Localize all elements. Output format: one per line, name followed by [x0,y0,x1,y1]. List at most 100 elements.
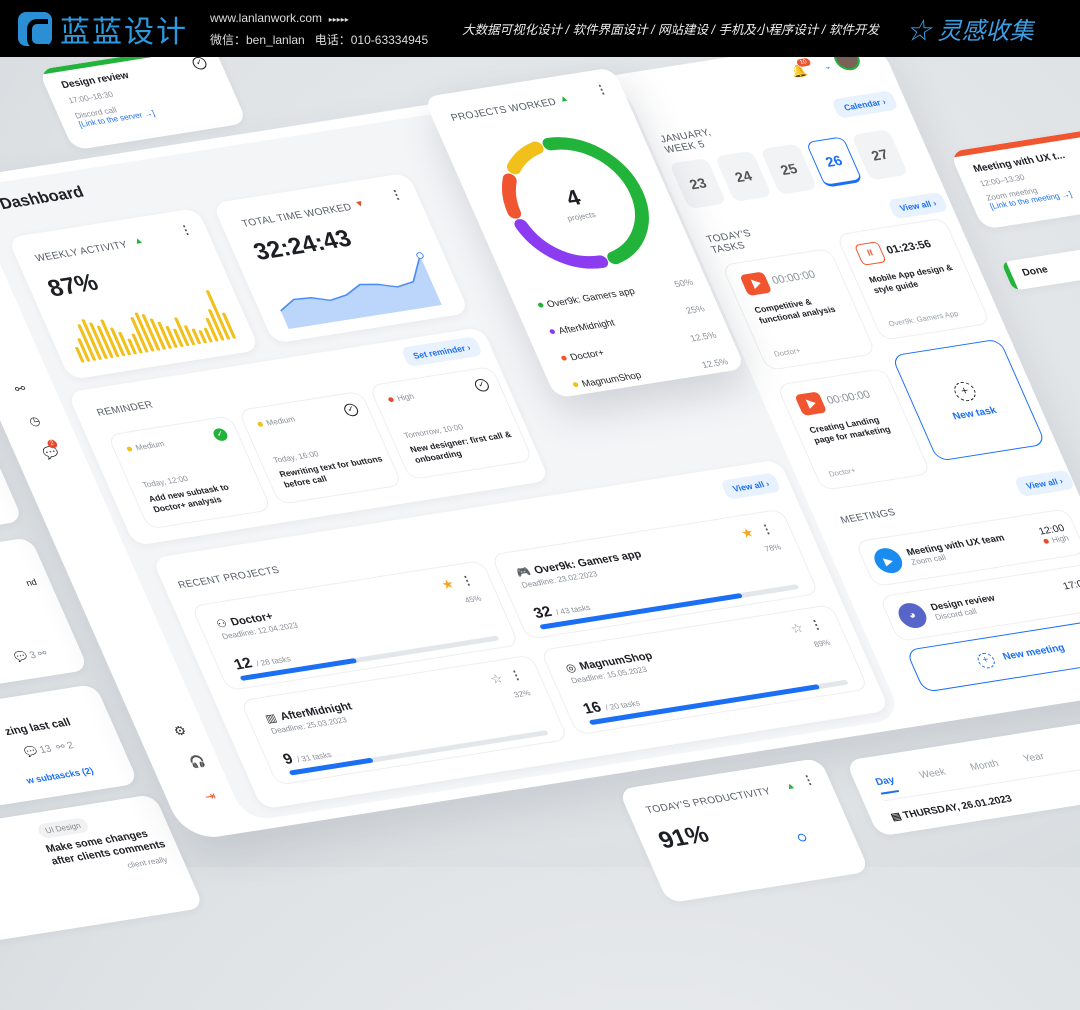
task-project: Over9k: Gamers App [886,308,960,329]
comment-icon: 💬 [12,651,30,664]
logo-mark-icon [18,11,52,49]
task-timer: 01:23:56 [884,238,934,257]
activity-bar [100,319,120,358]
tab-month[interactable]: Month [968,758,1001,774]
legend-name: MagnumShop [580,369,644,390]
activity-bar [184,325,196,346]
legend-pct: 25% [684,303,707,316]
activity-bar [110,327,126,357]
star-logo-icon: ☆ [906,18,931,45]
trend-up-icon: ▲ [131,235,145,246]
view-all-projects-button[interactable]: View all › [720,472,782,500]
tab-day[interactable]: Day [873,774,900,795]
project-percent: 89% [812,637,833,649]
activity-bar [89,322,108,359]
activity-bar [127,338,137,355]
kanban-card[interactable]: UI Design Make some changes after client… [0,794,205,946]
area-end-point [416,252,424,259]
activity-bar [97,325,114,359]
activity-bar [165,325,178,348]
weekly-activity-card: WEEKLY ACTIVITY ▲ ⋮ 87% [7,207,260,380]
tasks-total: / 28 tasks [254,654,293,669]
trend-down-icon: ▼ [353,198,367,209]
activity-bar [81,319,102,360]
website-link[interactable]: www.lanlanwork.com [210,10,323,25]
projects-donut-chart [501,137,649,269]
more-menu-icon[interactable]: ⋮ [387,187,406,203]
play-button[interactable] [739,271,773,297]
phone: 电话：010-63334945 [314,32,429,47]
arrows: ▸▸▸▸▸ [328,14,349,24]
new-meeting-label: New meeting [1001,642,1067,663]
activity-bar [149,318,166,350]
task-timer: 00:00:00 [770,268,818,287]
more-menu-icon[interactable]: ⋮ [176,222,195,238]
legend-dot [572,382,580,388]
contact-info: www.lanlanwork.com ▸▸▸▸▸ 微信：ben_lanlan 电… [210,8,428,50]
more-menu-icon[interactable]: ⋮ [799,772,818,788]
more-menu-icon[interactable]: ⋮ [592,81,611,97]
donut-segment [501,137,649,269]
recent-projects-label: RECENT PROJECTS [176,565,282,592]
meeting-time: 17:00 [1061,578,1080,593]
priority-dot [256,421,264,428]
task-project: Doctor+ [772,345,803,359]
legend-name: AfterMidnight [556,317,617,337]
done-card[interactable]: Done [1000,237,1080,291]
tasks-done: 16 [580,698,605,718]
comments-shares: 💬 13 ⚯ 2 [22,740,76,759]
projects-worked-card: PROJECTS WORKED ▲ ⋮ 4 projects Over9k: G… [423,67,746,399]
priority: High [387,380,489,404]
services-list: 大数据可视化设计 / 软件界面设计 / 网站建设 / 手机及小程序设计 / 软件… [462,23,879,37]
logo-text: 蓝蓝设计 [60,15,188,49]
tab-year[interactable]: Year [1021,751,1047,765]
activity-bar [130,317,149,353]
productivity-card: TODAY'S PRODUCTIVITY ▲ ⋮ 91% [618,757,870,904]
status-bar [1000,261,1019,291]
project-percent: 45% [463,593,483,605]
activity-bar [157,321,172,349]
view-subtasks-link[interactable]: w subtascks (2) [24,765,96,786]
tasks-total: / 20 tasks [603,698,642,713]
set-reminder-button[interactable]: Set reminder › [400,336,484,367]
priority-dot [1042,538,1050,545]
tasks-done: 12 [231,654,255,674]
legend-dot [560,355,568,362]
brand-inspiration: ☆ 灵感收集 [907,11,1034,46]
activity-bar [203,327,213,343]
discord-icon: ◕ [894,601,931,630]
tag-ui-design: UI Design [35,817,91,840]
priority-dot [126,446,134,453]
meeting-ux-card[interactable]: Meeting with UX t... 12:00–13:30 Zoom me… [949,125,1080,230]
molecule-icon: ⚇ [214,617,230,631]
building-icon: ▥ [263,712,279,726]
donut-segment [501,137,649,269]
project-percent: 32% [512,688,532,700]
top-banner: 蓝蓝设计 www.lanlanwork.com ▸▸▸▸▸ 微信：ben_lan… [0,0,1080,57]
tasks-done: 32 [530,603,555,623]
activity-bar [174,317,190,347]
play-button[interactable] [794,391,828,417]
weekly-bar-chart [75,290,236,363]
legend-pct: 50% [672,276,695,290]
trend-up-icon: ▲ [783,780,797,792]
tab-week[interactable]: Week [917,766,948,782]
activity-bar [77,324,96,361]
activity-bar [77,338,91,362]
chart-point [796,833,808,842]
design-review-card[interactable]: ✓ Design review 17:00–18:30 Discord call… [38,42,248,151]
pause-button[interactable]: II [853,241,887,266]
activity-bar [198,330,207,344]
activity-bar [208,309,225,341]
new-task-label: New task [950,404,999,422]
legend-name: Doctor+ [568,347,607,363]
tasks-total: / 43 tasks [554,602,592,617]
priority: Medium [256,405,358,429]
task-title: Competitive & functional analysis [752,296,838,326]
activity-bar [131,333,143,354]
trend-up-icon: ▲ [557,92,571,104]
legend-pct: 12.5% [688,329,718,344]
schedule-date: THURSDAY, 26.01.2023 [901,793,1014,822]
activity-bar [173,328,184,348]
logo: 蓝蓝设计 [18,7,188,51]
